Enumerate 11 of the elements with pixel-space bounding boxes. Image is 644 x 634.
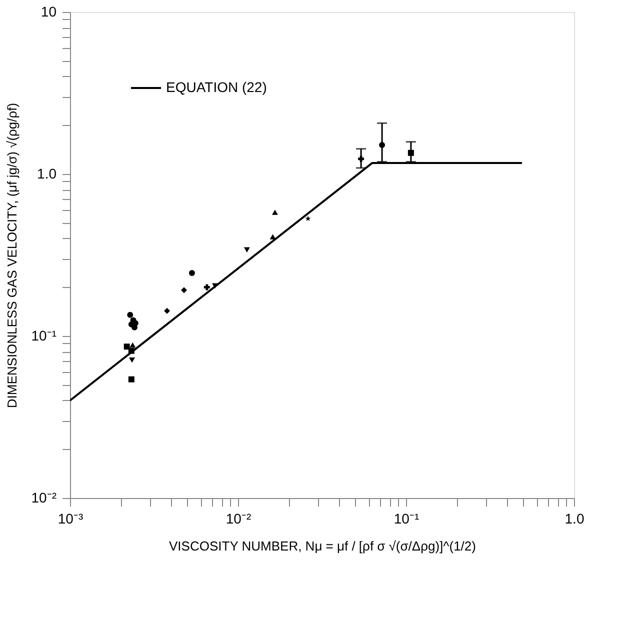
x-tick-label: 10⁻² <box>226 510 252 526</box>
x-tick-label: 10⁻³ <box>58 510 84 526</box>
y-tick-label: 1.0 <box>37 166 57 182</box>
x-axis-title: VISCOSITY NUMBER, Nμ = μf / [ρf σ √(σ/Δρg)]^(1/2) <box>169 538 476 554</box>
y-axis-title: DIMENSIONLESS GAS VELOCITY, (μf jg/σ) √(ρg/ρf) <box>4 102 20 408</box>
x-tick-label: 10⁻¹ <box>394 510 420 526</box>
x-tick-label: 1.0 <box>564 510 584 526</box>
y-tick-label: 10⁻¹ <box>31 328 57 344</box>
y-tick-label: 10⁻² <box>31 490 57 506</box>
y-tick-label: 10 <box>40 4 57 20</box>
legend-label: EQUATION (22) <box>166 79 267 95</box>
